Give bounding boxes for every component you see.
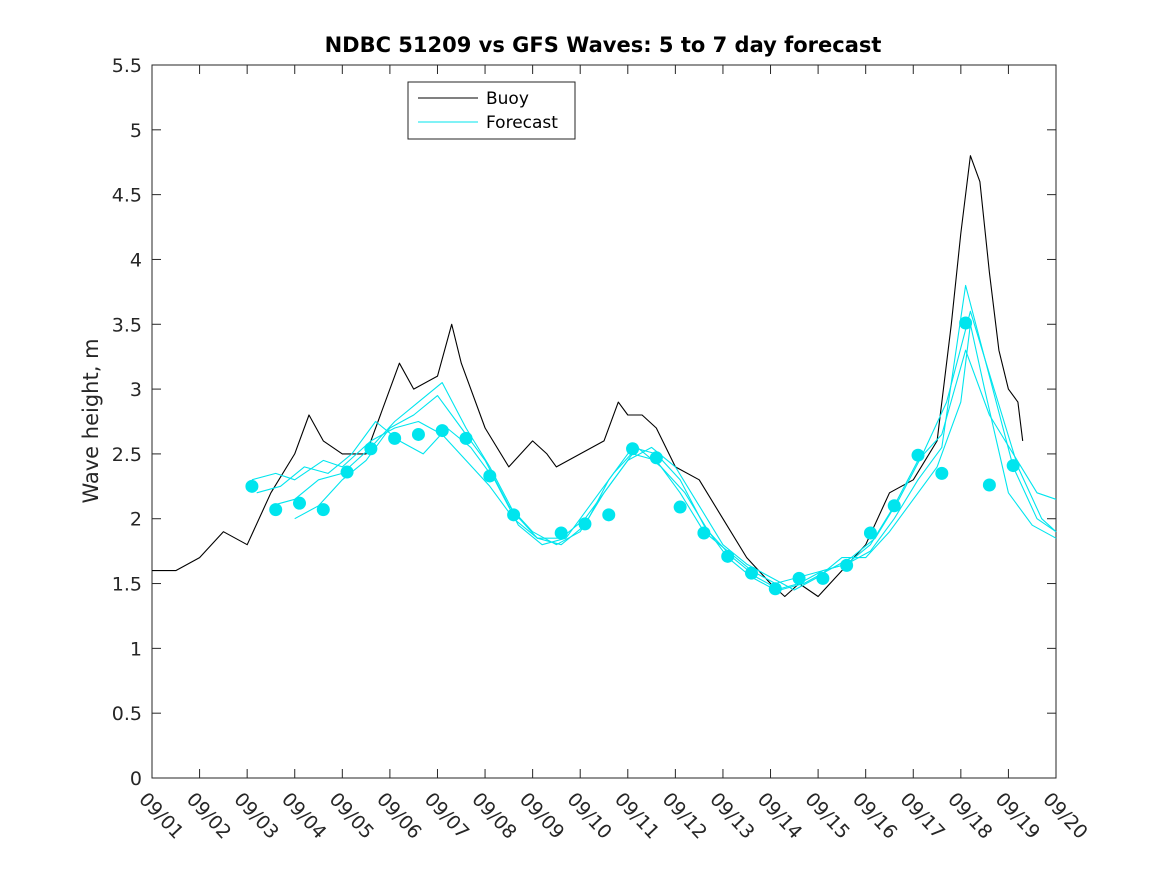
x-tick-label: 09/07 (420, 788, 473, 843)
x-tick-label: 09/10 (563, 788, 616, 843)
x-tick-label: 09/06 (372, 788, 425, 843)
forecast-marker (1006, 459, 1020, 473)
forecast-marker (863, 526, 877, 540)
x-tick-label: 09/02 (182, 788, 235, 843)
x-tick-label: 09/13 (705, 788, 758, 843)
forecast-marker (935, 466, 949, 480)
y-tick-labels: 0 0.5 1 1.5 2 2.5 3 3.5 4 4.5 5 5.5 (112, 55, 142, 790)
forecast-marker (840, 558, 854, 572)
x-tick-label: 09/05 (325, 788, 378, 843)
forecast-marker (435, 424, 449, 438)
y-tick-label: 4.5 (112, 185, 142, 207)
forecast-marker (245, 479, 259, 493)
buoy-series-line (152, 155, 1024, 598)
forecast-marker (578, 517, 592, 531)
y-tick-label: 5 (130, 120, 142, 142)
forecast-marker (982, 478, 996, 492)
forecast-marker (887, 499, 901, 513)
x-tick-label: 09/08 (467, 788, 520, 843)
y-tick-label: 4 (130, 249, 142, 271)
x-tick-label: 09/12 (658, 788, 711, 843)
forecast-marker (364, 442, 378, 456)
y-tick-label: 5.5 (112, 55, 142, 77)
x-tick-label: 09/09 (515, 788, 568, 843)
forecast-marker (554, 526, 568, 540)
x-tick-label: 09/04 (277, 788, 330, 843)
forecast-series-line (294, 323, 1057, 591)
legend-buoy-label: Buoy (486, 89, 529, 109)
legend-forecast-label: Forecast (486, 113, 558, 133)
x-tick-label: 09/19 (991, 788, 1044, 843)
legend: Buoy Forecast (407, 81, 576, 140)
x-tick-label: 09/16 (848, 788, 901, 843)
forecast-marker (721, 549, 735, 563)
forecast-marker (792, 571, 806, 585)
plot-area (151, 64, 1057, 779)
forecast-marker (292, 496, 306, 510)
legend-box (407, 81, 576, 140)
forecast-marker (911, 448, 925, 462)
forecast-marker (269, 503, 283, 517)
y-axis-label: Wave height, m (79, 338, 103, 503)
y-tick-label: 0 (130, 768, 142, 790)
forecast-marker (673, 500, 687, 514)
forecast-marker (697, 526, 711, 540)
forecast-marker (626, 442, 640, 456)
x-tick-labels: 09/0109/0209/0309/0409/0509/0609/0709/08… (134, 788, 1091, 843)
y-tick-label: 2 (130, 509, 142, 531)
x-tick-label: 09/20 (1038, 788, 1091, 843)
y-tick-label: 1 (130, 638, 142, 660)
forecast-marker (507, 508, 521, 522)
forecast-marker (649, 451, 663, 465)
forecast-marker (459, 431, 473, 445)
y-tick-label: 0.5 (112, 703, 142, 725)
x-tick-label: 09/17 (896, 788, 949, 843)
x-tick-label: 09/01 (134, 788, 187, 843)
y-tick-label: 3.5 (112, 314, 142, 336)
y-tick-label: 3 (130, 379, 142, 401)
forecast-marker (316, 503, 330, 517)
axis-ticks (151, 64, 1057, 779)
forecast-marker (744, 566, 758, 580)
x-tick-label: 09/11 (610, 788, 663, 843)
y-tick-label: 1.5 (112, 574, 142, 596)
chart-title: NDBC 51209 vs GFS Waves: 5 to 7 day fore… (325, 33, 882, 57)
x-tick-label: 09/03 (230, 788, 283, 843)
forecast-marker (388, 431, 402, 445)
forecast-marker (340, 465, 354, 479)
forecast-markers (245, 316, 1020, 596)
x-tick-label: 09/15 (800, 788, 853, 843)
forecast-marker (768, 582, 782, 596)
forecast-series-line (270, 284, 1057, 591)
forecast-marker (602, 508, 616, 522)
y-tick-label: 2.5 (112, 444, 142, 466)
forecast-marker (411, 427, 425, 441)
forecast-marker (959, 316, 973, 330)
x-tick-label: 09/14 (753, 788, 806, 843)
x-tick-label: 09/18 (943, 788, 996, 843)
forecast-marker (483, 469, 497, 483)
forecast-marker (816, 571, 830, 585)
